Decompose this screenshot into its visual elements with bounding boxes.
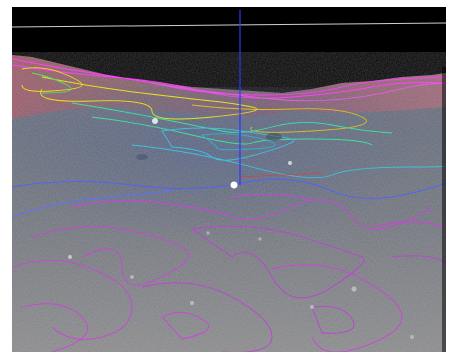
crater bbox=[410, 335, 414, 339]
terrain-texture bbox=[12, 52, 446, 352]
contour-cyan-2 bbox=[131, 144, 446, 179]
contour-blue-1 bbox=[12, 179, 446, 199]
contour-low-3 bbox=[190, 225, 365, 299]
crater bbox=[351, 286, 357, 292]
contour-low-5 bbox=[141, 282, 273, 352]
crater-shadow bbox=[266, 133, 282, 141]
crater bbox=[130, 275, 134, 279]
terrain-viewport[interactable] bbox=[12, 7, 446, 352]
contour-low-4 bbox=[12, 260, 133, 340]
contour-green-1 bbox=[31, 72, 72, 94]
contour-low-10 bbox=[161, 312, 210, 340]
contour-low-2 bbox=[31, 225, 190, 286]
crater bbox=[190, 301, 194, 305]
contour-green-3 bbox=[91, 116, 373, 146]
horizon-line bbox=[12, 22, 446, 28]
contour-low-12 bbox=[231, 193, 313, 200]
label-leader bbox=[239, 172, 323, 178]
contour-low-7 bbox=[371, 221, 446, 228]
contour-cyan-1 bbox=[161, 127, 295, 161]
contour-ridge-3 bbox=[151, 82, 446, 102]
contour-lines bbox=[12, 58, 446, 352]
contour-yellow-2 bbox=[40, 76, 258, 120]
contour-low-1 bbox=[71, 199, 433, 230]
contour-ridge-1 bbox=[12, 58, 446, 96]
contour-low-6 bbox=[271, 264, 403, 352]
crater bbox=[230, 181, 238, 189]
crater bbox=[206, 231, 210, 235]
crater bbox=[152, 118, 158, 124]
contour-yellow-3 bbox=[191, 104, 367, 133]
right-edge bbox=[442, 67, 446, 352]
contour-blue-2 bbox=[12, 190, 173, 218]
contour-ridge-2 bbox=[12, 64, 446, 99]
crater bbox=[310, 305, 314, 309]
crater bbox=[68, 255, 72, 259]
contour-cyan-3 bbox=[200, 133, 276, 151]
terrain-scene[interactable] bbox=[12, 7, 446, 352]
crater-shadow bbox=[136, 154, 148, 160]
contour-low-11 bbox=[311, 305, 355, 334]
crater bbox=[288, 161, 292, 165]
contour-low-9 bbox=[21, 303, 89, 352]
crater bbox=[258, 237, 262, 241]
contour-green-2 bbox=[71, 102, 393, 134]
contour-yellow-1 bbox=[21, 67, 83, 92]
craters bbox=[68, 118, 414, 339]
